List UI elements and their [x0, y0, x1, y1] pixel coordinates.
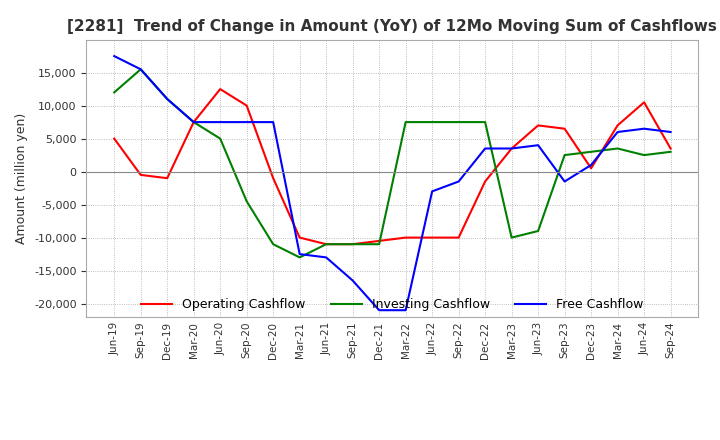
- Line: Operating Cashflow: Operating Cashflow: [114, 89, 670, 244]
- Investing Cashflow: [401, 119, 410, 125]
- Investing Cashflow: [428, 119, 436, 125]
- Free Cashflow: [322, 255, 330, 260]
- Free Cashflow: [508, 146, 516, 151]
- Operating Cashflow: [136, 172, 145, 177]
- Operating Cashflow: [110, 136, 119, 141]
- Investing Cashflow: [587, 149, 595, 154]
- Investing Cashflow: [243, 198, 251, 204]
- Operating Cashflow: [216, 86, 225, 92]
- Free Cashflow: [163, 96, 171, 102]
- Investing Cashflow: [481, 119, 490, 125]
- Free Cashflow: [348, 278, 357, 283]
- Legend: Operating Cashflow, Investing Cashflow, Free Cashflow: Operating Cashflow, Investing Cashflow, …: [136, 293, 649, 316]
- Operating Cashflow: [534, 123, 542, 128]
- Investing Cashflow: [216, 136, 225, 141]
- Investing Cashflow: [613, 146, 622, 151]
- Free Cashflow: [136, 66, 145, 72]
- Free Cashflow: [481, 146, 490, 151]
- Operating Cashflow: [322, 242, 330, 247]
- Free Cashflow: [110, 53, 119, 59]
- Operating Cashflow: [454, 235, 463, 240]
- Operating Cashflow: [560, 126, 569, 131]
- Investing Cashflow: [560, 152, 569, 158]
- Line: Free Cashflow: Free Cashflow: [114, 56, 670, 310]
- Free Cashflow: [454, 179, 463, 184]
- Free Cashflow: [401, 308, 410, 313]
- Line: Investing Cashflow: Investing Cashflow: [114, 69, 670, 257]
- Investing Cashflow: [269, 242, 277, 247]
- Free Cashflow: [613, 129, 622, 135]
- Operating Cashflow: [666, 146, 675, 151]
- Investing Cashflow: [136, 66, 145, 72]
- Investing Cashflow: [322, 242, 330, 247]
- Free Cashflow: [295, 251, 304, 257]
- Operating Cashflow: [163, 176, 171, 181]
- Investing Cashflow: [189, 119, 198, 125]
- Investing Cashflow: [454, 119, 463, 125]
- Free Cashflow: [243, 119, 251, 125]
- Free Cashflow: [189, 119, 198, 125]
- Investing Cashflow: [666, 149, 675, 154]
- Free Cashflow: [216, 119, 225, 125]
- Free Cashflow: [269, 119, 277, 125]
- Y-axis label: Amount (million yen): Amount (million yen): [16, 113, 29, 244]
- Free Cashflow: [640, 126, 649, 131]
- Operating Cashflow: [375, 238, 384, 244]
- Operating Cashflow: [508, 146, 516, 151]
- Free Cashflow: [534, 143, 542, 148]
- Operating Cashflow: [295, 235, 304, 240]
- Operating Cashflow: [640, 99, 649, 105]
- Investing Cashflow: [348, 242, 357, 247]
- Operating Cashflow: [189, 119, 198, 125]
- Free Cashflow: [375, 308, 384, 313]
- Operating Cashflow: [401, 235, 410, 240]
- Investing Cashflow: [110, 90, 119, 95]
- Free Cashflow: [666, 129, 675, 135]
- Free Cashflow: [428, 189, 436, 194]
- Investing Cashflow: [375, 242, 384, 247]
- Operating Cashflow: [243, 103, 251, 108]
- Free Cashflow: [587, 162, 595, 168]
- Operating Cashflow: [613, 123, 622, 128]
- Operating Cashflow: [348, 242, 357, 247]
- Operating Cashflow: [587, 165, 595, 171]
- Investing Cashflow: [534, 228, 542, 234]
- Investing Cashflow: [295, 255, 304, 260]
- Operating Cashflow: [481, 179, 490, 184]
- Operating Cashflow: [269, 176, 277, 181]
- Free Cashflow: [560, 179, 569, 184]
- Title: [2281]  Trend of Change in Amount (YoY) of 12Mo Moving Sum of Cashflows: [2281] Trend of Change in Amount (YoY) o…: [68, 19, 717, 34]
- Investing Cashflow: [163, 96, 171, 102]
- Investing Cashflow: [640, 152, 649, 158]
- Operating Cashflow: [428, 235, 436, 240]
- Investing Cashflow: [508, 235, 516, 240]
